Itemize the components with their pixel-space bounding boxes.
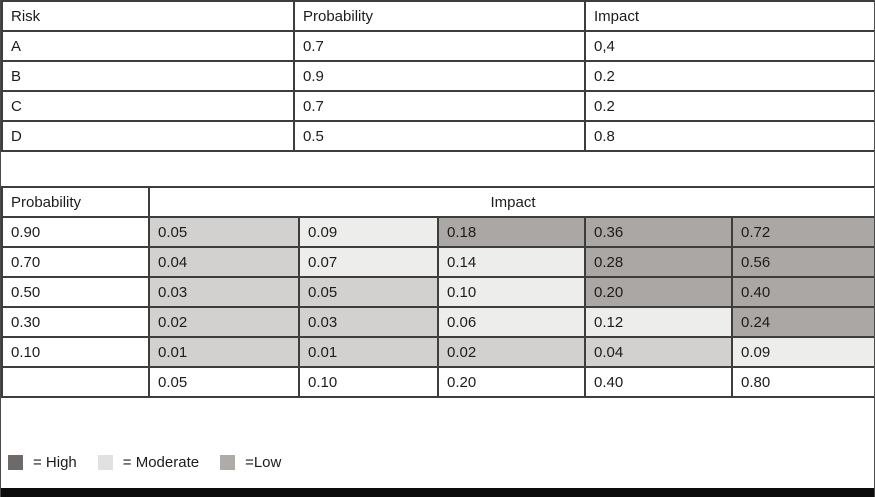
matrix-row: 0.30 0.02 0.03 0.06 0.12 0.24 bbox=[1, 306, 874, 338]
matrix-row: 0.50 0.03 0.05 0.10 0.20 0.40 bbox=[1, 276, 874, 308]
matrix-probability-header: Probability bbox=[1, 186, 150, 218]
matrix-cell: 0.07 bbox=[298, 246, 439, 278]
matrix-cell: 0.14 bbox=[437, 246, 586, 278]
matrix-cell: 0.01 bbox=[148, 336, 300, 368]
matrix-probability-cell: 0.30 bbox=[1, 306, 150, 338]
matrix-cell: 0.24 bbox=[730, 306, 874, 338]
matrix-cell: 0.02 bbox=[437, 336, 586, 368]
matrix-impact-header: Impact bbox=[147, 186, 874, 218]
legend-item-low: =Low bbox=[220, 454, 281, 471]
matrix-footer-empty-cell bbox=[1, 366, 150, 398]
matrix-cell: 0.40 bbox=[730, 276, 874, 308]
risk-name-cell: C bbox=[1, 90, 295, 122]
matrix-cell: 0.09 bbox=[298, 216, 439, 248]
low-color-swatch bbox=[220, 455, 236, 470]
risk-name-cell: B bbox=[1, 60, 295, 92]
risk-probability-cell: 0.5 bbox=[293, 120, 586, 152]
matrix-cell: 0.28 bbox=[584, 246, 733, 278]
matrix-cell: 0.05 bbox=[148, 216, 300, 248]
risk-impact-cell: 0.2 bbox=[584, 60, 874, 92]
impact-header-cell: Impact bbox=[584, 0, 874, 32]
matrix-probability-cell: 0.10 bbox=[1, 336, 150, 368]
matrix-impact-scale-cell: 0.40 bbox=[584, 366, 733, 398]
matrix-cell: 0.06 bbox=[437, 306, 586, 338]
matrix-cell: 0.72 bbox=[730, 216, 874, 248]
risk-impact-cell: 0.8 bbox=[584, 120, 874, 152]
matrix-cell: 0.20 bbox=[584, 276, 733, 308]
matrix-cell: 0.12 bbox=[584, 306, 733, 338]
risk-row-a: A 0.7 0,4 bbox=[1, 30, 874, 62]
matrix-impact-scale-cell: 0.05 bbox=[148, 366, 300, 398]
matrix-row: 0.10 0.01 0.01 0.02 0.04 0.09 bbox=[1, 336, 874, 368]
matrix-cell: 0.03 bbox=[148, 276, 300, 308]
legend-moderate-label: = Moderate bbox=[122, 454, 200, 471]
matrix-probability-cell: 0.70 bbox=[1, 246, 150, 278]
matrix-cell: 0.02 bbox=[148, 306, 300, 338]
matrix-impact-scale-cell: 0.10 bbox=[298, 366, 439, 398]
legend-low-label: =Low bbox=[245, 454, 282, 471]
probability-header-cell: Probability bbox=[293, 0, 586, 32]
matrix-row: 0.90 0.05 0.09 0.18 0.36 0.72 bbox=[1, 216, 874, 248]
legend-high-label: = High bbox=[33, 454, 77, 471]
moderate-color-swatch bbox=[97, 455, 113, 470]
matrix-footer-row: 0.05 0.10 0.20 0.40 0.80 bbox=[1, 366, 874, 398]
page-bottom-border bbox=[1, 488, 874, 497]
matrix-cell: 0.10 bbox=[437, 276, 586, 308]
risk-table-header-row: Risk Probability Impact bbox=[1, 0, 874, 32]
risk-table: Risk Probability Impact A 0.7 0,4 B 0.9 … bbox=[1, 0, 874, 152]
matrix-cell: 0.01 bbox=[298, 336, 439, 368]
legend-item-high: = High bbox=[8, 454, 77, 471]
risk-row-b: B 0.9 0.2 bbox=[1, 60, 874, 92]
matrix-cell: 0.04 bbox=[584, 336, 733, 368]
matrix-cell: 0.04 bbox=[148, 246, 300, 278]
risk-row-c: C 0.7 0.2 bbox=[1, 90, 874, 122]
matrix-cell: 0.18 bbox=[437, 216, 586, 248]
high-color-swatch bbox=[8, 455, 23, 470]
legend-item-moderate: = Moderate bbox=[97, 454, 200, 471]
risk-header-cell: Risk bbox=[1, 0, 295, 32]
matrix-impact-scale-cell: 0.20 bbox=[437, 366, 586, 398]
risk-probability-cell: 0.7 bbox=[293, 30, 586, 62]
matrix-cell: 0.56 bbox=[730, 246, 874, 278]
risk-probability-cell: 0.9 bbox=[293, 60, 586, 92]
matrix-row: 0.70 0.04 0.07 0.14 0.28 0.56 bbox=[1, 246, 874, 278]
risk-probability-cell: 0.7 bbox=[293, 90, 586, 122]
matrix-cell: 0.05 bbox=[298, 276, 439, 308]
risk-name-cell: D bbox=[1, 120, 295, 152]
risk-name-cell: A bbox=[1, 30, 295, 62]
matrix-probability-cell: 0.90 bbox=[1, 216, 150, 248]
risk-impact-cell: 0.2 bbox=[584, 90, 874, 122]
risk-row-d: D 0.5 0.8 bbox=[1, 120, 874, 152]
matrix-cell: 0.09 bbox=[730, 336, 874, 368]
matrix-impact-scale-cell: 0.80 bbox=[730, 366, 874, 398]
matrix-header-row: Probability Impact bbox=[1, 186, 874, 218]
risk-impact-cell: 0,4 bbox=[584, 30, 874, 62]
matrix-probability-cell: 0.50 bbox=[1, 276, 150, 308]
matrix-cell: 0.03 bbox=[298, 306, 439, 338]
legend: = High = Moderate =Low bbox=[8, 454, 281, 471]
risk-matrix-table: Probability Impact 0.90 0.05 0.09 0.18 0… bbox=[1, 186, 874, 398]
matrix-cell: 0.36 bbox=[584, 216, 733, 248]
